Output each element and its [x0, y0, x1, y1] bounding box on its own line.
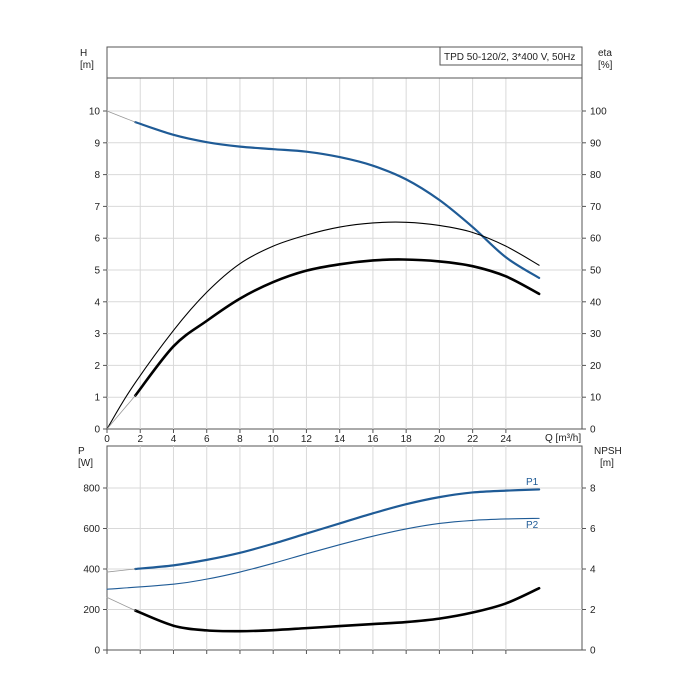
- p2-curve: [106, 517, 540, 590]
- top-series: [106, 110, 541, 430]
- top-right-tick-label: 100: [590, 107, 607, 118]
- top-right-axis-unit: [%]: [598, 60, 613, 71]
- pump-efficiency-curve: [133, 258, 541, 397]
- top-left-tick-label: 6: [94, 234, 100, 245]
- power-npsh-chart: P [W] NPSH [m] 0 200 400 600 800 0 2 4 6 8 P1 P2: [78, 445, 622, 657]
- top-left-tick-label: 10: [89, 107, 101, 118]
- top-right-tick-label: 60: [590, 234, 602, 245]
- top-grid: [107, 78, 582, 429]
- bottom-right-tick-label: 6: [590, 524, 596, 535]
- x-tick-label: 16: [367, 434, 379, 445]
- npsh-curve-extrapolation: [106, 596, 136, 611]
- x-tick-label: 24: [500, 434, 512, 445]
- top-right-tick-label: 40: [590, 297, 602, 308]
- head-curve-extrapolation: [106, 110, 136, 123]
- efficiency-curve: [106, 221, 540, 430]
- x-tick-label: 6: [204, 434, 210, 445]
- bottom-right-axis-title: NPSH: [594, 446, 622, 457]
- top-left-tick-label: 5: [94, 266, 100, 277]
- top-right-tick-label: 10: [590, 393, 602, 404]
- x-tick-label: 18: [401, 434, 413, 445]
- x-tick-label: 2: [137, 434, 143, 445]
- x-tick-label: 14: [334, 434, 346, 445]
- head-curve: [134, 121, 541, 280]
- series-label-p2: P2: [526, 520, 539, 531]
- chart-title: TPD 50-120/2, 3*400 V, 50Hz: [444, 52, 575, 63]
- x-tick-label: 10: [268, 434, 280, 445]
- bottom-right-tick-label: 8: [590, 484, 596, 495]
- top-right-tick-label: 30: [590, 329, 602, 340]
- bottom-left-axis-title: P: [78, 446, 85, 457]
- x-tick-label: 0: [104, 434, 110, 445]
- top-right-tick-label: 80: [590, 170, 602, 181]
- top-right-tick-label: 50: [590, 266, 602, 277]
- bottom-right-tick-label: 2: [590, 605, 596, 616]
- bottom-left-tick-label: 200: [83, 605, 100, 616]
- top-title-box: TPD 50-120/2, 3*400 V, 50Hz: [439, 46, 583, 66]
- top-right-axis-title: eta: [598, 48, 612, 59]
- top-right-tick-label: 20: [590, 361, 602, 372]
- top-left-tick-label: 2: [94, 361, 100, 372]
- bottom-right-tick-label: 0: [590, 646, 596, 657]
- bottom-right-axis-unit: [m]: [600, 458, 614, 469]
- npsh-curve: [133, 586, 541, 633]
- top-left-tick-label: 8: [94, 170, 100, 181]
- series-label-p1: P1: [526, 477, 539, 488]
- top-left-tick-label: 9: [94, 138, 100, 149]
- bottom-left-tick-label: 600: [83, 524, 100, 535]
- p1-curve-extrapolation: [106, 568, 136, 573]
- x-axis-title: Q [m³/h]: [545, 433, 581, 444]
- bottom-ticks: 0 200 400 600 800 0 2 4 6 8: [83, 484, 596, 657]
- bottom-left-axis-unit: [W]: [78, 458, 93, 469]
- bottom-left-tick-label: 0: [94, 646, 100, 657]
- bottom-right-tick-label: 4: [590, 565, 596, 576]
- top-left-tick-label: 3: [94, 329, 100, 340]
- x-tick-label: 22: [467, 434, 479, 445]
- bottom-grid: [107, 446, 582, 650]
- pump-efficiency-extrapolation: [106, 395, 136, 430]
- bottom-left-tick-label: 400: [83, 565, 100, 576]
- bottom-series: [106, 488, 541, 633]
- x-tick-label: 4: [171, 434, 177, 445]
- bottom-plot-area: [106, 445, 583, 651]
- head-efficiency-chart: TPD 50-120/2, 3*400 V, 50Hz H [m] eta [%…: [80, 46, 613, 446]
- top-right-tick-label: 0: [590, 425, 596, 436]
- top-left-axis-title: H: [80, 48, 87, 59]
- x-tick-label: 8: [237, 434, 243, 445]
- top-left-axis-unit: [m]: [80, 60, 94, 71]
- top-right-tick-label: 70: [590, 202, 602, 213]
- p1-curve: [134, 488, 541, 571]
- top-right-tick-label: 90: [590, 138, 602, 149]
- bottom-left-tick-label: 800: [83, 484, 100, 495]
- top-left-tick-label: 0: [94, 425, 100, 436]
- x-tick-label: 12: [301, 434, 313, 445]
- top-left-tick-label: 1: [94, 393, 100, 404]
- x-tick-label: 20: [434, 434, 446, 445]
- top-left-tick-label: 7: [94, 202, 100, 213]
- top-left-tick-label: 4: [94, 297, 100, 308]
